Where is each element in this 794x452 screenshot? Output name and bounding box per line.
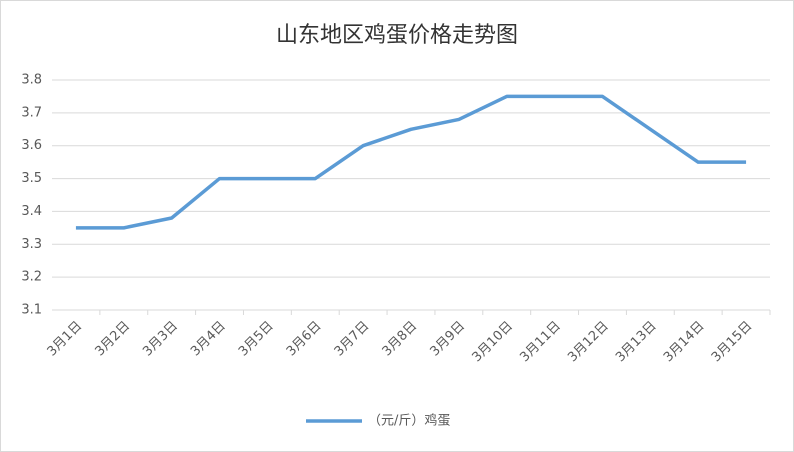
y-tick-label: 3.7: [21, 105, 42, 120]
y-tick-label: 3.6: [21, 138, 42, 153]
y-tick-label: 3.3: [21, 237, 42, 252]
y-tick-label: 3.2: [21, 270, 42, 285]
y-tick-label: 3.1: [21, 303, 42, 318]
legend-label: （元/斤）鸡蛋: [368, 413, 450, 429]
y-tick-label: 3.5: [21, 171, 42, 186]
line: [75, 94, 747, 230]
y-tick-label: 3.4: [21, 204, 42, 219]
y-tick-label: 3.8: [21, 73, 42, 88]
chart-title: 山东地区鸡蛋价格走势图: [276, 23, 518, 48]
